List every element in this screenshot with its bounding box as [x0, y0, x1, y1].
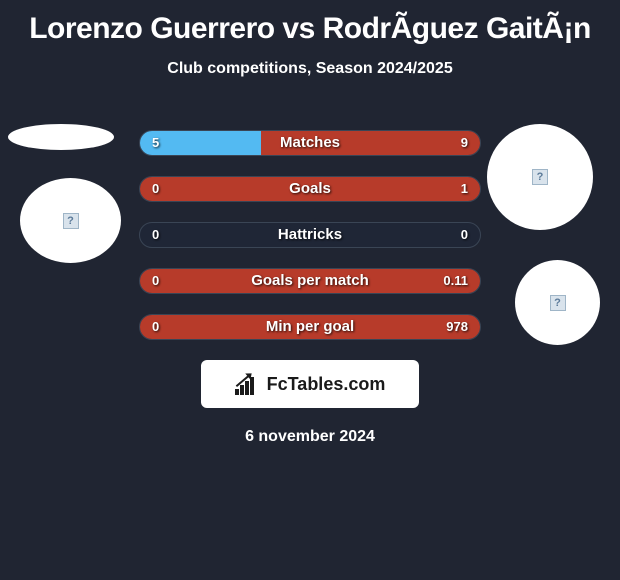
stat-row: 0 Min per goal 978 [139, 314, 481, 340]
stat-row: 5 Matches 9 [139, 130, 481, 156]
image-placeholder-icon [550, 295, 566, 311]
stat-value-right: 978 [446, 315, 468, 339]
stat-label: Goals per match [140, 269, 480, 293]
stat-label: Min per goal [140, 315, 480, 339]
stat-label: Hattricks [140, 223, 480, 247]
stat-value-right: 0 [461, 223, 468, 247]
footer-date: 6 november 2024 [0, 428, 620, 446]
player-b-avatar-bottom [515, 260, 600, 345]
stat-row: 0 Goals 1 [139, 176, 481, 202]
stats-container: 5 Matches 9 0 Goals 1 0 Hattricks 0 0 Go… [139, 130, 481, 340]
player-a-avatar-bottom [20, 178, 121, 263]
image-placeholder-icon [63, 213, 79, 229]
stat-value-right: 0.11 [443, 269, 468, 293]
player-a-avatar-top [8, 124, 114, 150]
image-placeholder-icon [532, 169, 548, 185]
stat-value-right: 1 [461, 177, 468, 201]
fctables-logo-icon [235, 373, 261, 395]
page-title: Lorenzo Guerrero vs RodrÃ­guez GaitÃ¡n [0, 0, 620, 46]
stat-value-right: 9 [461, 131, 468, 155]
stat-row: 0 Goals per match 0.11 [139, 268, 481, 294]
page-subtitle: Club competitions, Season 2024/2025 [0, 60, 620, 78]
brand-badge[interactable]: FcTables.com [201, 360, 419, 408]
player-b-avatar-top [487, 124, 593, 230]
brand-text: FcTables.com [267, 374, 386, 395]
stat-label: Goals [140, 177, 480, 201]
stat-row: 0 Hattricks 0 [139, 222, 481, 248]
stat-label: Matches [140, 131, 480, 155]
